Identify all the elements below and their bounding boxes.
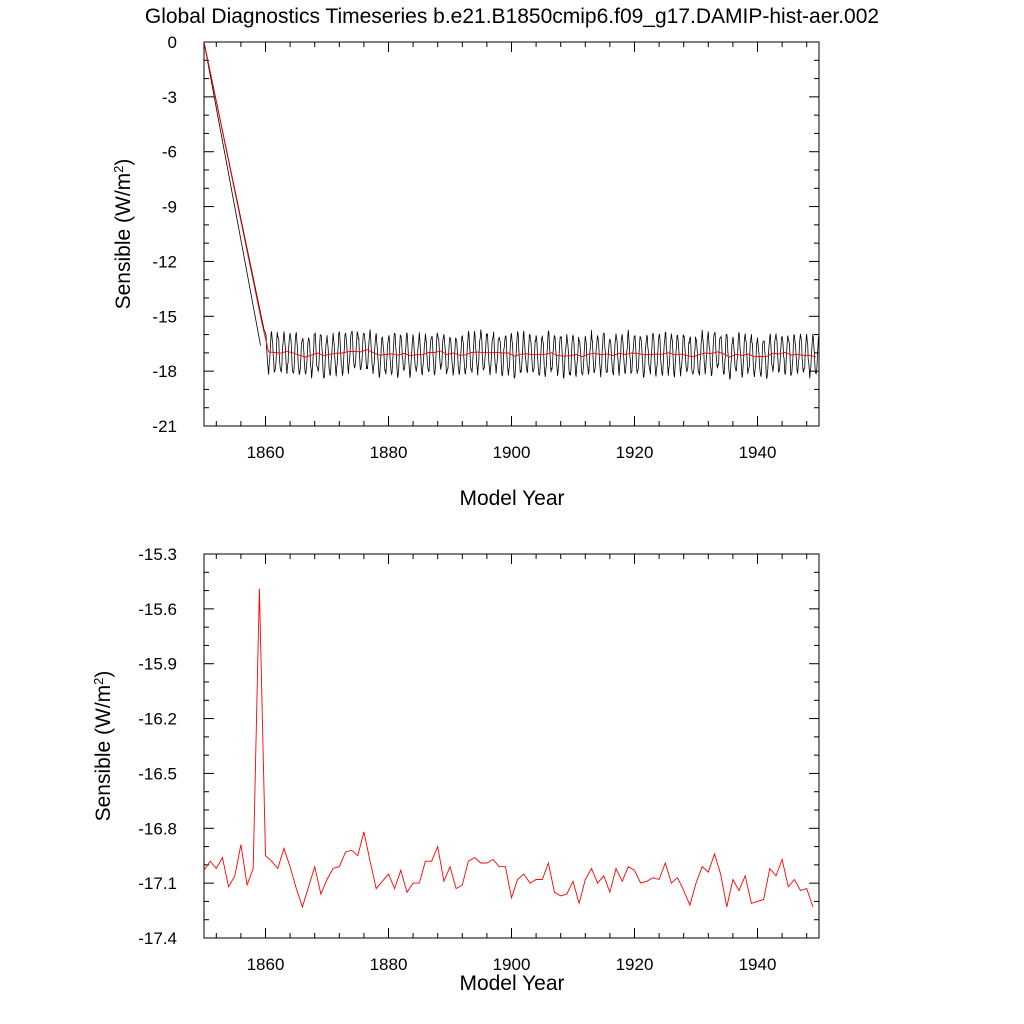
y-tick-label: -6 [162,143,177,162]
bottom-y-tick-labels: -17.4 -17.1 -16.8 -16.5 -16.2 -15.9 -15.6 -15.3 [138,545,177,948]
plot-frame [203,553,820,939]
y-tick-label: -18 [152,362,177,381]
top-panel: 1860 1880 1900 1920 1940 -21 -18 -15 -12 -9 -6 -3 0… [111,33,820,510]
y-tick-label: -12 [152,252,177,271]
top-plot-area [203,41,820,427]
monthly-ramp-line [204,42,261,346]
y-tick-label: -17.1 [138,874,177,893]
x-tick-label: 1900 [493,955,531,974]
plot-frame [203,41,820,427]
y-tick-label: -16.2 [138,710,177,729]
bottom-x-axis-label: Model Year [459,972,564,995]
y-tick-label: -16.8 [138,819,177,838]
x-tick-label: 1880 [370,955,408,974]
y-tick-label: -16.5 [138,764,177,783]
x-tick-label: 1920 [616,443,654,462]
bottom-x-tick-labels: 1860 1880 1900 1920 1940 [247,955,777,974]
y-tick-label: -15 [152,307,177,326]
y-tick-label: -15.9 [138,655,177,674]
x-tick-label: 1940 [739,443,777,462]
top-x-axis-label: Model Year [459,487,564,510]
y-tick-label: -9 [162,198,177,217]
y-tick-label: 0 [168,33,177,52]
x-tick-label: 1920 [616,955,654,974]
y-tick-label: -15.6 [138,600,177,619]
top-x-tick-labels: 1860 1880 1900 1920 1940 [247,443,777,462]
monthly-series-line [204,42,819,380]
bottom-y-axis-label: Sensible (W/m2) [91,671,116,822]
top-y-axis-label: Sensible (W/m2) [111,159,136,310]
y-tick-label: -17.4 [138,929,177,948]
x-tick-label: 1880 [370,443,408,462]
annual-series-line [204,42,817,358]
x-tick-label: 1860 [247,443,285,462]
bottom-plot-area [203,553,820,939]
y-tick-label: -15.3 [138,545,177,564]
x-tick-label: 1860 [247,955,285,974]
y-tick-label: -3 [162,88,177,107]
annual-series-line [204,588,814,909]
chart-title: Global Diagnostics Timeseries b.e21.B185… [145,5,879,28]
top-y-tick-labels: -21 -18 -15 -12 -9 -6 -3 0 [152,33,177,436]
x-tick-label: 1900 [493,443,531,462]
y-tick-label: -21 [152,417,177,436]
bottom-panel: 1860 1880 1900 1920 1940 -17.4 -17.1 -16.8 -16.… [91,545,820,995]
x-tick-label: 1940 [739,955,777,974]
